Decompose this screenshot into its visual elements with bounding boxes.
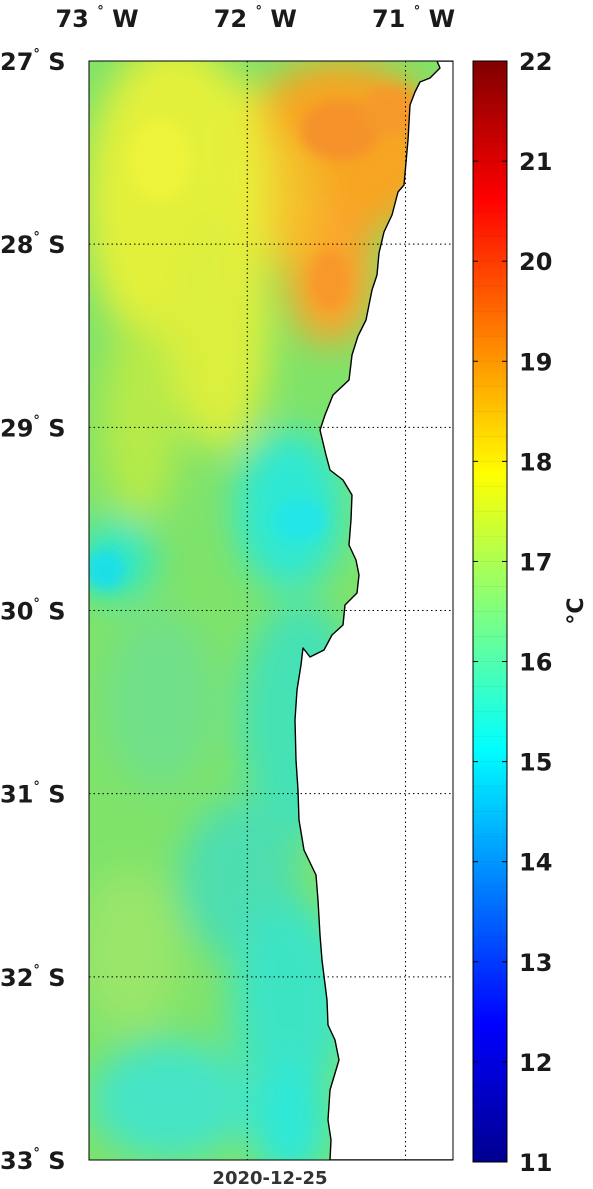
map-date: 2020-12-25: [212, 1168, 328, 1189]
latitude-label: 30° S: [0, 597, 66, 626]
graticule: [89, 61, 453, 1160]
colorbar-tick-label: 19: [519, 348, 552, 376]
longitude-label: 72 ° W: [214, 4, 297, 33]
latitude-label: 29° S: [0, 413, 66, 442]
colorbar-tick-label: 12: [519, 1049, 552, 1077]
colorbar-ticks: 11 12 13 14 15 16 17 18 19 20 21 22: [473, 48, 552, 1177]
colorbar-gradient: [473, 61, 507, 1162]
colorbar-tick-label: 18: [519, 448, 552, 476]
colorbar-tick-label: 13: [519, 949, 552, 977]
map-frame: [88, 60, 454, 1161]
colorbar-tick-label: 20: [519, 248, 552, 276]
colorbar-tick-label: 14: [519, 849, 552, 877]
colorbar-tick-label: 16: [519, 649, 552, 677]
colorbar-tick-label: 22: [519, 48, 552, 76]
latitude-labels: 27° S 28° S 29° S 30° S 31° S 32° S 33° S: [0, 47, 66, 1175]
latitude-label: 31° S: [0, 780, 66, 809]
colorbar-tick-label: 11: [519, 1149, 552, 1177]
colorbar-frame: [472, 60, 508, 1163]
colorbar-tick-label: 15: [519, 749, 552, 777]
latitude-label: 32° S: [0, 963, 66, 992]
colorbar-tick-label: 17: [519, 548, 552, 576]
longitude-labels: 73 ° W 72 ° W 71 ° W: [55, 4, 455, 33]
longitude-label: 73 ° W: [55, 4, 138, 33]
latitude-label: 27° S: [0, 47, 66, 76]
colorbar-unit-label: °C: [564, 597, 589, 624]
longitude-label: 71 ° W: [372, 4, 455, 33]
colorbar-tick-label: 21: [519, 148, 552, 176]
latitude-label: 28° S: [0, 230, 66, 259]
colorbar: 11 12 13 14 15 16 17 18 19 20 21 22 °C: [472, 48, 589, 1177]
sst-field: [89, 61, 453, 1160]
colorbar-bands: [473, 85, 507, 1138]
latitude-label: 33° S: [0, 1146, 66, 1175]
